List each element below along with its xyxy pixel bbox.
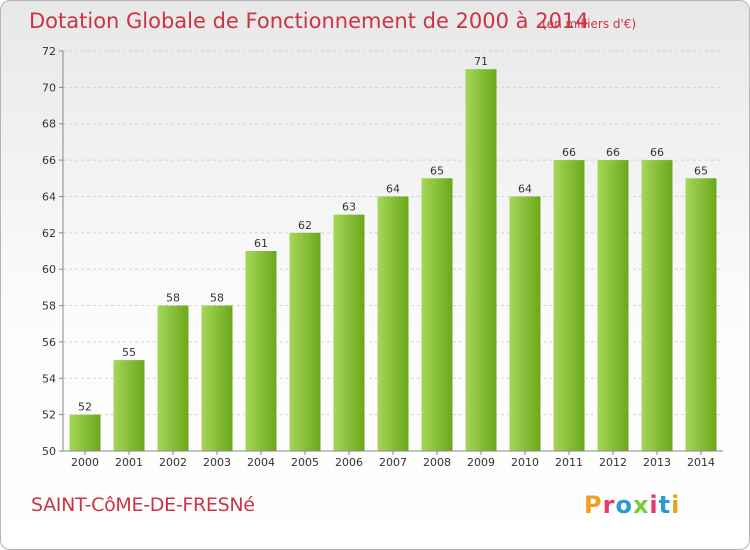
bar-2009 xyxy=(465,69,497,451)
data-label-2007: 64 xyxy=(386,182,400,195)
bar-2004 xyxy=(245,251,277,451)
y-tick-label: 50 xyxy=(42,445,56,458)
bar-2011 xyxy=(553,160,585,451)
bar-2006 xyxy=(333,214,365,451)
x-tick-label-2011: 2011 xyxy=(555,456,583,469)
y-tick-label: 72 xyxy=(42,45,56,58)
y-tick-label: 64 xyxy=(42,190,56,203)
bar-2007 xyxy=(377,196,409,451)
x-tick-label-2003: 2003 xyxy=(203,456,231,469)
bar-2012 xyxy=(597,160,629,451)
x-tick-label-2007: 2007 xyxy=(379,456,407,469)
data-label-2006: 63 xyxy=(342,201,356,214)
y-tick-label: 70 xyxy=(42,81,56,94)
x-tick-label-2001: 2001 xyxy=(115,456,143,469)
bar-2008 xyxy=(421,178,453,452)
bar-2002 xyxy=(157,305,189,451)
y-tick-label: 68 xyxy=(42,118,56,131)
x-tick-label-2009: 2009 xyxy=(467,456,495,469)
city-name: SAINT-CôME-DE-FRESNé xyxy=(31,494,255,516)
data-label-2003: 58 xyxy=(210,292,224,305)
y-tick-label: 66 xyxy=(42,154,56,167)
bars xyxy=(69,69,717,452)
labels: 50 52 54 56 58 60 62 64 66 68 70 72 52 2000 55 2001 58 20… xyxy=(42,45,715,469)
data-label-2014: 65 xyxy=(694,164,708,177)
y-tick-label: 56 xyxy=(42,336,56,349)
x-tick-label-2005: 2005 xyxy=(291,456,319,469)
x-tick-label-2006: 2006 xyxy=(335,456,363,469)
x-tick-label-2012: 2012 xyxy=(599,456,627,469)
data-label-2010: 64 xyxy=(518,182,532,195)
chart-subtitle: (en milliers d'€) xyxy=(542,17,637,31)
proxiti-logo[interactable]: Proxiti xyxy=(584,491,681,519)
data-label-2008: 65 xyxy=(430,164,444,177)
x-tick-label-2008: 2008 xyxy=(423,456,451,469)
bar-2001 xyxy=(113,360,145,451)
bar-2003 xyxy=(201,305,233,451)
x-tick-label-2004: 2004 xyxy=(247,456,275,469)
bar-2013 xyxy=(641,160,673,451)
data-label-2011: 66 xyxy=(562,146,576,159)
data-label-2004: 61 xyxy=(254,237,268,250)
bar-2010 xyxy=(509,196,541,451)
x-tick-label-2000: 2000 xyxy=(71,456,99,469)
x-tick-label-2010: 2010 xyxy=(511,456,539,469)
data-label-2005: 62 xyxy=(298,219,312,232)
chart-title: Dotation Globale de Fonctionnement de 20… xyxy=(29,9,589,33)
x-tick-label-2002: 2002 xyxy=(159,456,187,469)
y-tick-label: 62 xyxy=(42,227,56,240)
data-label-2009: 71 xyxy=(474,55,488,68)
bar-2000 xyxy=(69,414,101,451)
y-tick-label: 54 xyxy=(42,372,56,385)
x-tick-label-2013: 2013 xyxy=(643,456,671,469)
bar-2005 xyxy=(289,232,321,451)
data-label-2001: 55 xyxy=(122,346,136,359)
data-label-2002: 58 xyxy=(166,292,180,305)
y-tick-label: 52 xyxy=(42,409,56,422)
axes xyxy=(59,50,723,455)
y-tick-label: 58 xyxy=(42,300,56,313)
y-tick-label: 60 xyxy=(42,263,56,276)
data-label-2012: 66 xyxy=(606,146,620,159)
data-label-2000: 52 xyxy=(78,401,92,414)
bar-2014 xyxy=(685,178,717,452)
x-tick-label-2014: 2014 xyxy=(687,456,715,469)
data-label-2013: 66 xyxy=(650,146,664,159)
